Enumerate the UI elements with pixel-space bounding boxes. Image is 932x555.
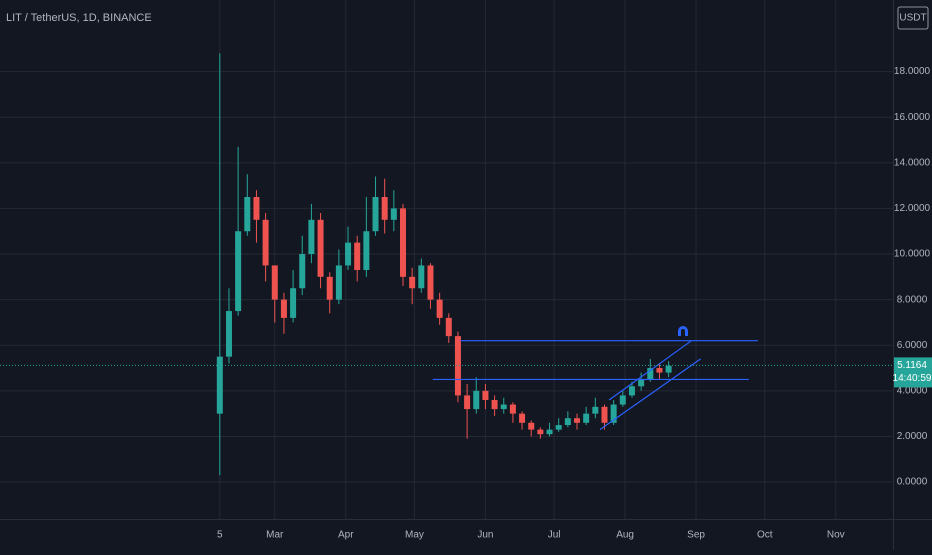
candle-body — [345, 242, 352, 266]
candle-body — [619, 395, 626, 405]
last-price-box — [894, 357, 932, 388]
candle-body — [436, 299, 443, 318]
candle-body — [409, 276, 416, 289]
candle-body — [363, 231, 370, 270]
candle-body — [244, 197, 251, 232]
candle-body — [427, 265, 434, 300]
y-tick-label: 16.0000 — [894, 112, 931, 123]
x-tick-label: Jun — [477, 530, 493, 541]
y-tick-label: 8.0000 — [897, 294, 928, 305]
candle-body — [647, 368, 654, 380]
candle-body — [317, 219, 324, 277]
candle-body — [464, 395, 471, 410]
candle-body — [253, 197, 260, 220]
x-tick-label: Aug — [616, 530, 634, 541]
y-tick-label: 12.0000 — [894, 203, 931, 214]
currency-label[interactable]: USDT — [899, 13, 926, 24]
candle-body — [399, 208, 406, 277]
candle-body — [638, 379, 645, 387]
y-tick-label: 4.0000 — [897, 385, 928, 396]
candle-body — [509, 404, 516, 414]
candle-body — [491, 399, 498, 410]
last-price-label: 5.1164 — [897, 360, 927, 371]
candle-body — [354, 242, 361, 270]
candle-body — [225, 311, 232, 357]
candle-body — [308, 219, 315, 255]
trend-line — [608, 340, 692, 401]
candle-body — [628, 386, 635, 396]
candle-body — [583, 413, 590, 423]
candle-body — [500, 404, 507, 410]
symbol-title: LIT / TetherUS, 1D, BINANCE — [6, 12, 152, 24]
candle-body — [665, 365, 672, 373]
candle-body — [656, 368, 663, 373]
candle-body — [445, 317, 452, 337]
candle-body — [262, 219, 269, 266]
candle-body — [537, 429, 544, 435]
candle-body — [271, 265, 278, 300]
y-tick-label: 2.0000 — [897, 431, 928, 442]
candle-body — [454, 336, 461, 396]
candle-body — [546, 429, 553, 435]
currency-box[interactable] — [897, 6, 929, 30]
x-tick-label: Jul — [548, 530, 561, 541]
candle-body — [390, 208, 397, 220]
countdown-label: 14:40:59 — [893, 373, 932, 384]
x-tick-label: Nov — [827, 530, 845, 541]
y-tick-label: 10.0000 — [894, 249, 931, 260]
magnet-icon[interactable] — [678, 326, 688, 336]
candle-body — [555, 425, 562, 430]
candle-body — [299, 254, 306, 289]
y-tick-label: 0.0000 — [897, 477, 928, 488]
candle-body — [290, 288, 297, 318]
candle-body — [564, 418, 571, 426]
trend-line — [599, 358, 702, 431]
y-tick-label: 14.0000 — [894, 157, 931, 168]
candle-body — [335, 265, 342, 300]
x-tick-label: Apr — [338, 530, 354, 541]
candle-body — [610, 404, 617, 423]
candle-body — [381, 197, 388, 220]
x-tick-label: Mar — [266, 530, 284, 541]
candle-body — [235, 231, 242, 312]
axes: 0.0000 2.0000 4.0000 6.0000 8.0000 10.0000 12.… — [217, 66, 932, 541]
candle-body — [528, 422, 535, 430]
candle-body — [574, 418, 581, 423]
candle-body — [473, 390, 480, 410]
y-tick-label: 6.0000 — [897, 340, 928, 351]
x-tick-label: Sep — [687, 530, 705, 541]
candle-body — [372, 197, 379, 232]
candle-body — [601, 406, 608, 423]
plot-area — [0, 53, 893, 476]
x-tick-label: May — [405, 530, 424, 541]
candle-body — [482, 390, 489, 400]
candle-body — [519, 413, 526, 423]
candle-body — [592, 406, 599, 414]
candle-body — [418, 265, 425, 289]
candle-body — [216, 356, 223, 414]
candle-body — [326, 276, 333, 300]
x-tick-label: Oct — [757, 530, 773, 541]
candle-body — [280, 299, 287, 318]
x-tick-label: 5 — [217, 530, 223, 541]
y-tick-label: 18.0000 — [894, 66, 931, 77]
